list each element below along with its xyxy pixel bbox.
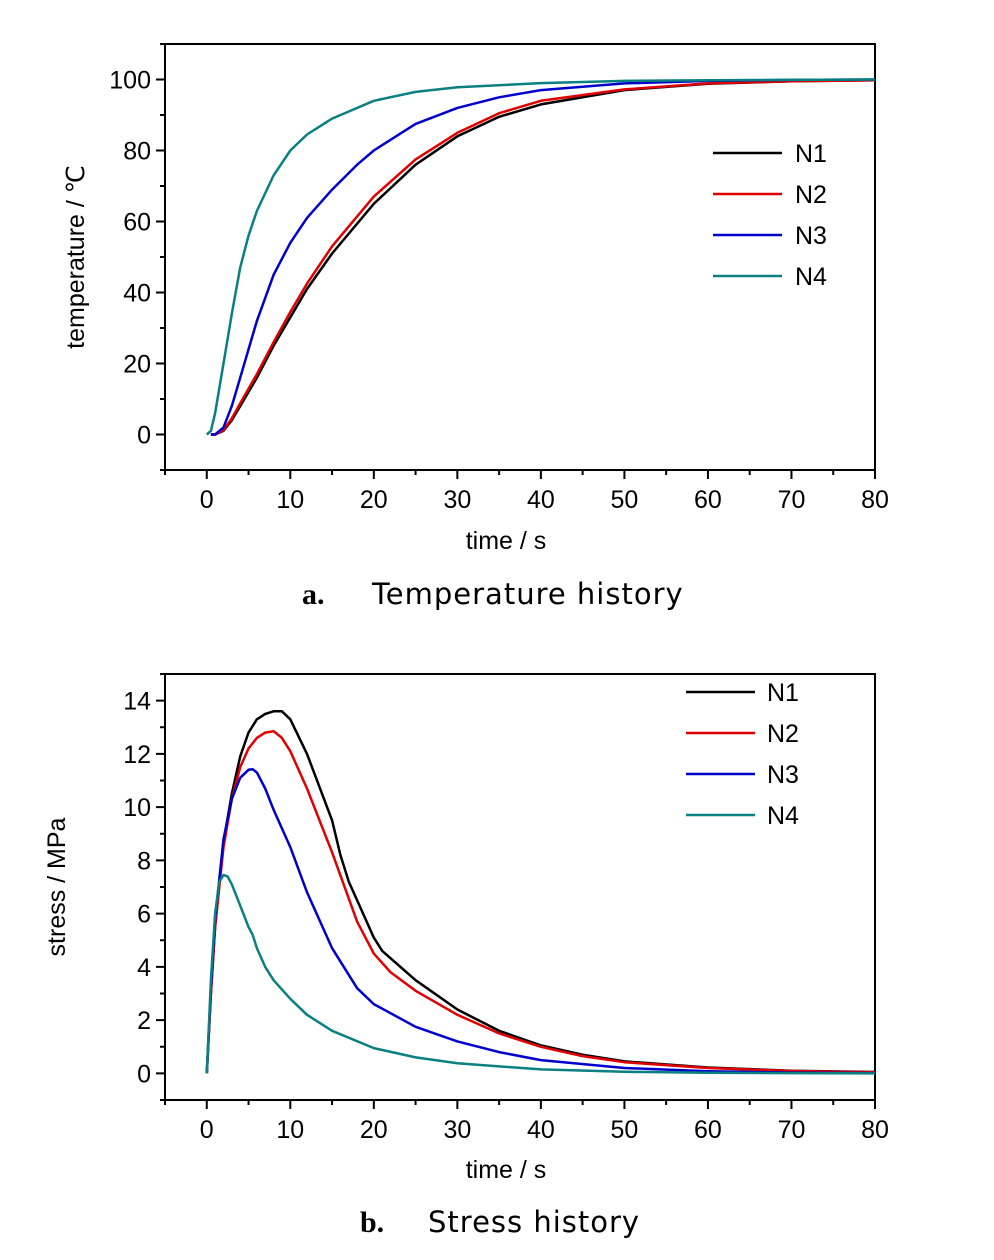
y-tick-label: 2: [137, 1007, 151, 1035]
x-tick-label: 80: [861, 1116, 889, 1144]
series-line-n4: [205, 873, 876, 1075]
y-tick-label: 20: [123, 351, 151, 379]
series-line-n4: [205, 78, 876, 436]
x-axis-label: time / s: [466, 1156, 547, 1184]
x-tick-label: 50: [611, 486, 639, 514]
series-line-n3: [210, 78, 876, 436]
legend-label: N4: [795, 263, 827, 291]
stress-chart: 0 10 20 30 40 50 60 70 80 0 2 4 6 8 10 12 14 N1 N2 N3 N4 t…: [43, 673, 889, 1239]
y-tick-label: 8: [137, 847, 151, 875]
y-tick-label: 10: [123, 794, 151, 822]
y-tick-label: 12: [123, 741, 151, 769]
x-tick-label: 0: [200, 1116, 214, 1144]
y-axis-ticks: 0 2 4 6 8 10 12 14: [123, 673, 165, 1101]
legend: N1 N2 N3 N4: [713, 140, 827, 291]
x-tick-label: 60: [694, 1116, 722, 1144]
x-tick-label: 30: [443, 1116, 471, 1144]
y-tick-label: 0: [137, 1060, 151, 1088]
series-line-n1: [205, 710, 876, 1074]
x-tick-label: 30: [443, 486, 471, 514]
x-tick-label: 10: [276, 1116, 304, 1144]
caption-title: Stress history: [428, 1205, 640, 1239]
x-tick-label: 20: [360, 486, 388, 514]
legend: N1 N2 N3 N4: [686, 679, 799, 830]
x-tick-label: 60: [694, 486, 722, 514]
x-tick-label: 50: [611, 1116, 639, 1144]
caption-letter: a.: [302, 578, 325, 611]
y-tick-label: 0: [137, 422, 151, 450]
x-tick-label: 0: [200, 486, 214, 514]
x-tick-label: 10: [276, 486, 304, 514]
caption-letter: b.: [360, 1206, 384, 1239]
series-lines: [205, 710, 876, 1075]
legend-label: N2: [767, 720, 799, 748]
series-lines: [205, 78, 876, 436]
legend-label: N3: [767, 761, 799, 789]
y-tick-label: 6: [137, 901, 151, 929]
x-tick-label: 70: [778, 1116, 806, 1144]
x-tick-label: 40: [527, 486, 555, 514]
y-axis-label: stress / MPa: [43, 817, 71, 956]
y-axis-label: temperature / ℃: [62, 165, 90, 349]
legend-label: N2: [795, 181, 827, 209]
y-tick-label: 100: [109, 67, 151, 95]
y-tick-label: 4: [137, 954, 151, 982]
legend-label: N4: [767, 802, 799, 830]
series-line-n2: [210, 78, 876, 436]
legend-label: N3: [795, 222, 827, 250]
caption-title: Temperature history: [371, 577, 684, 611]
x-axis-ticks: 0 10 20 30 40 50 60 70 80: [164, 1100, 889, 1144]
y-tick-label: 60: [123, 209, 151, 237]
x-axis-label: time / s: [466, 527, 547, 555]
x-tick-label: 70: [778, 486, 806, 514]
y-tick-label: 40: [123, 280, 151, 308]
series-line-n3: [205, 768, 876, 1075]
y-axis-ticks: 0 20 40 60 80 100: [109, 43, 165, 471]
x-tick-label: 20: [360, 1116, 388, 1144]
x-axis-ticks: 0 10 20 30 40 50 60 70 80: [164, 470, 889, 514]
legend-label: N1: [767, 679, 799, 707]
x-tick-label: 40: [527, 1116, 555, 1144]
x-tick-label: 80: [861, 486, 889, 514]
legend-label: N1: [795, 140, 827, 168]
y-tick-label: 14: [123, 688, 151, 716]
y-tick-label: 80: [123, 138, 151, 166]
